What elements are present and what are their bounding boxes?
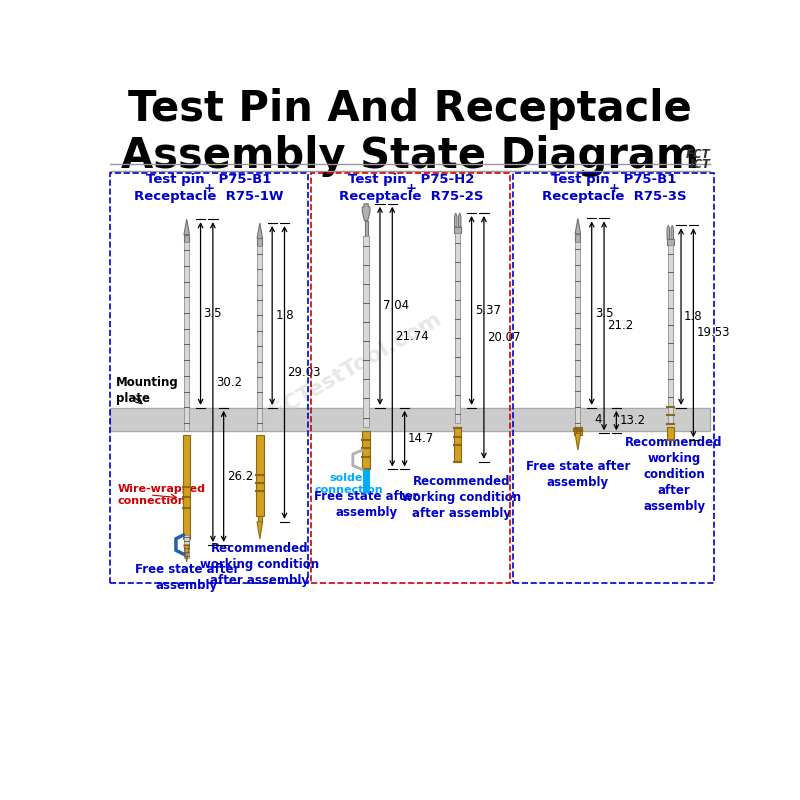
Polygon shape	[671, 226, 674, 239]
Bar	[258, 516, 262, 522]
Bar	[365, 221, 368, 236]
Text: Recommended
working condition
after assembly: Recommended working condition after asse…	[402, 475, 521, 521]
Text: Receptacle  R75-3S: Receptacle R75-3S	[542, 190, 686, 203]
Bar	[110, 408, 710, 431]
Bar	[311, 173, 510, 583]
Text: solder
connection: solder connection	[315, 473, 383, 495]
Text: Receptacle  R75-2S: Receptacle R75-2S	[338, 190, 483, 203]
Text: Free state after
assembly: Free state after assembly	[526, 460, 630, 490]
Text: 1.8: 1.8	[684, 310, 702, 323]
Text: 3.5: 3.5	[594, 306, 614, 320]
Text: 7.04: 7.04	[383, 299, 409, 312]
Bar	[363, 236, 369, 427]
Bar	[513, 173, 714, 583]
Bar	[183, 435, 190, 538]
Bar	[576, 427, 580, 434]
Bar	[574, 427, 582, 434]
Text: Recommended
working
condition
after
assembly: Recommended working condition after asse…	[626, 436, 723, 514]
Text: +: +	[203, 182, 214, 195]
Polygon shape	[257, 223, 262, 238]
Text: Mounting
plate: Mounting plate	[116, 376, 178, 405]
Polygon shape	[184, 219, 190, 234]
Text: 21.74: 21.74	[395, 330, 429, 343]
Text: 3.5: 3.5	[204, 307, 222, 320]
Text: 4: 4	[594, 413, 602, 426]
Text: Free state after
assembly: Free state after assembly	[314, 490, 418, 518]
Bar	[184, 234, 190, 242]
Text: 14.7: 14.7	[408, 432, 434, 445]
Text: FCT: FCT	[686, 149, 710, 162]
Bar	[455, 233, 461, 423]
Text: 21.2: 21.2	[607, 319, 634, 332]
Text: Receptacle  R75-1W: Receptacle R75-1W	[134, 190, 284, 203]
Polygon shape	[454, 213, 457, 227]
Text: +: +	[406, 182, 416, 195]
Text: 30.2: 30.2	[216, 375, 242, 389]
Bar	[666, 427, 674, 440]
Text: 1.8: 1.8	[275, 309, 294, 322]
Text: 13.2: 13.2	[619, 414, 646, 427]
Text: Recommended
working condition
after assembly: Recommended working condition after asse…	[200, 542, 319, 586]
Text: ICT: ICT	[690, 158, 710, 170]
Polygon shape	[575, 434, 581, 450]
Bar	[454, 427, 462, 462]
Polygon shape	[184, 545, 190, 562]
Text: Wire-wrapped
connection: Wire-wrapped connection	[118, 484, 206, 506]
Text: Test pin   P75-B1: Test pin P75-B1	[551, 174, 677, 186]
Text: Free state after
assembly: Free state after assembly	[134, 562, 239, 592]
Bar	[110, 173, 308, 583]
Bar	[575, 242, 581, 431]
Text: 29.03: 29.03	[287, 366, 321, 379]
Bar	[667, 239, 674, 246]
Bar	[575, 234, 581, 242]
Polygon shape	[458, 213, 461, 227]
Polygon shape	[667, 226, 670, 239]
Bar	[454, 227, 461, 233]
Text: 20.07: 20.07	[487, 331, 521, 344]
Polygon shape	[257, 522, 262, 538]
Text: Test Pin And Receptacle
Assembly State Diagram: Test Pin And Receptacle Assembly State D…	[121, 88, 699, 177]
Bar	[258, 246, 262, 431]
Bar	[258, 238, 262, 246]
Bar	[185, 538, 189, 545]
Text: 5.37: 5.37	[474, 304, 501, 317]
Bar	[256, 435, 263, 516]
Text: +: +	[609, 182, 619, 195]
Text: FCTestTool.com: FCTestTool.com	[267, 309, 445, 422]
Text: 19.53: 19.53	[697, 326, 730, 339]
Text: 26.2: 26.2	[226, 470, 253, 483]
Bar	[184, 242, 190, 431]
Text: Test pin   P75-H2: Test pin P75-H2	[347, 174, 474, 186]
Bar	[184, 535, 189, 558]
Text: Test pin   P75-B1: Test pin P75-B1	[146, 174, 272, 186]
Polygon shape	[362, 204, 370, 221]
Polygon shape	[575, 218, 581, 234]
Bar	[362, 431, 370, 470]
Bar	[667, 246, 673, 423]
